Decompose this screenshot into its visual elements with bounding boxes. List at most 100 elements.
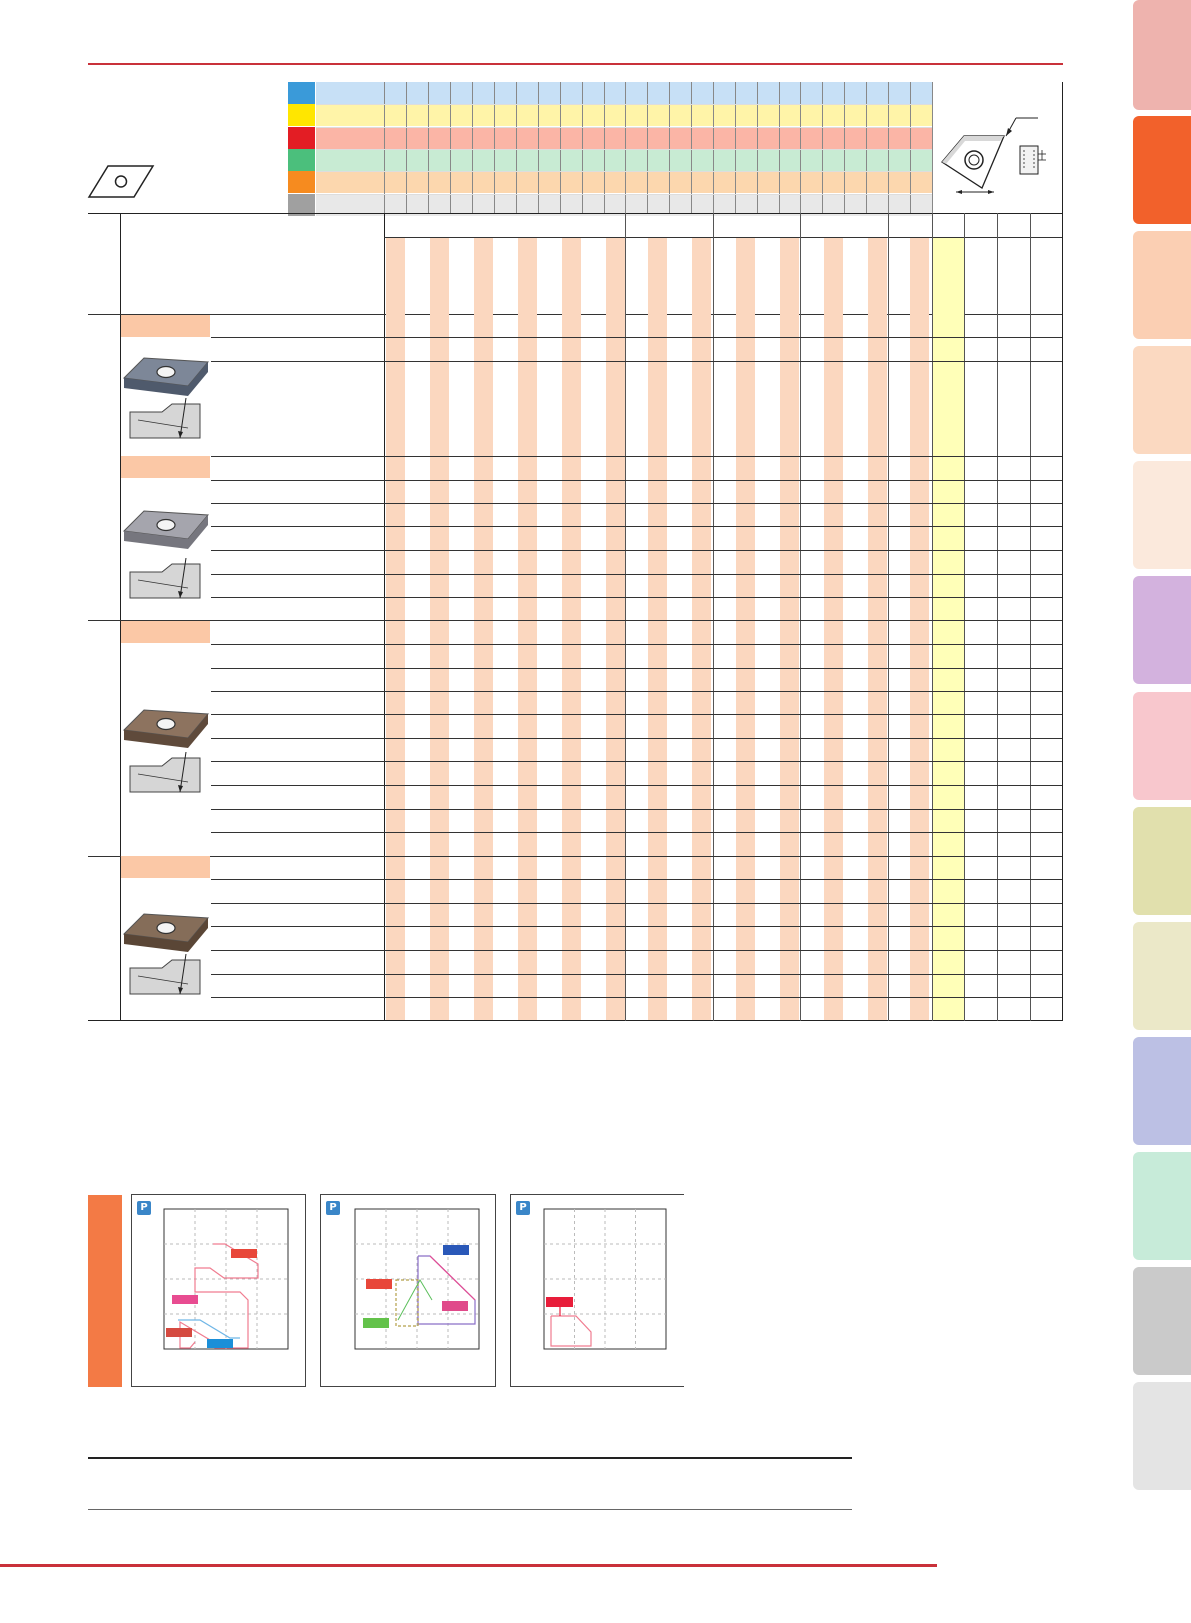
category-grid-line bbox=[669, 82, 670, 213]
chart-panel-1: P bbox=[131, 1194, 306, 1387]
insert-photo-icon bbox=[122, 510, 210, 549]
category-grid-line bbox=[538, 82, 539, 213]
table-row-line bbox=[211, 574, 1062, 575]
table-row-line bbox=[211, 714, 1062, 715]
grade-column-stripe bbox=[430, 238, 449, 1020]
footer-rule-1 bbox=[88, 1457, 852, 1459]
category-grid-line bbox=[428, 82, 429, 213]
section-tab[interactable] bbox=[1133, 922, 1191, 1030]
category-row-fill bbox=[316, 193, 932, 216]
grade-column-stripe bbox=[736, 238, 755, 1020]
category-swatch bbox=[288, 82, 315, 104]
grade-column-stripe bbox=[824, 238, 843, 1020]
table-row-line bbox=[211, 903, 1062, 904]
grade-column-stripe bbox=[910, 238, 929, 1020]
category-row-fill bbox=[316, 104, 932, 127]
category-grid-line bbox=[472, 82, 473, 213]
range-outline bbox=[429, 1255, 476, 1301]
category-grid-line bbox=[316, 126, 932, 128]
insert-dimension-diagram-icon bbox=[941, 117, 1046, 194]
range-tag bbox=[231, 1249, 257, 1258]
section-tab[interactable] bbox=[1133, 1037, 1191, 1145]
category-grid-line bbox=[384, 82, 385, 213]
range-outline bbox=[550, 1315, 592, 1347]
range-tag bbox=[172, 1295, 198, 1304]
range-tag bbox=[363, 1318, 389, 1328]
section-tab[interactable] bbox=[1133, 0, 1191, 110]
table-row-line bbox=[211, 974, 1062, 975]
section-tab[interactable] bbox=[1133, 461, 1191, 569]
chipbreaker-label bbox=[121, 856, 210, 878]
range-outline bbox=[417, 1255, 476, 1325]
grade-column-stripe bbox=[474, 238, 493, 1020]
grade-column-stripe bbox=[868, 238, 887, 1020]
table-divider bbox=[1062, 82, 1063, 1021]
category-grid-line bbox=[735, 82, 736, 213]
category-grid-line bbox=[316, 171, 932, 173]
header-bottom-line bbox=[120, 314, 1062, 315]
chipbreaker-label bbox=[121, 456, 210, 478]
category-swatch bbox=[288, 193, 315, 216]
category-grid-line bbox=[779, 82, 780, 213]
insert-photo-icon bbox=[122, 709, 210, 748]
grade-column-stripe bbox=[648, 238, 667, 1020]
grade-column-stripe bbox=[692, 238, 711, 1020]
category-swatch bbox=[288, 126, 315, 149]
table-row-line bbox=[211, 550, 1062, 551]
edge-profile-icon bbox=[129, 398, 201, 439]
bottom-accent-rule bbox=[0, 1564, 937, 1567]
category-grid-line bbox=[647, 82, 648, 213]
category-swatch bbox=[288, 104, 315, 127]
section-tab[interactable] bbox=[1133, 692, 1191, 800]
category-grid-line bbox=[450, 82, 451, 213]
table-row-line bbox=[211, 337, 1062, 338]
category-row-fill bbox=[316, 82, 932, 104]
table-row-line bbox=[211, 597, 1062, 598]
chart3-badge: P bbox=[516, 1201, 530, 1215]
range-tag bbox=[442, 1301, 468, 1311]
category-grid-line bbox=[910, 82, 911, 213]
category-grid-line bbox=[516, 82, 517, 213]
section-tab[interactable] bbox=[1133, 346, 1191, 454]
table-row-line bbox=[211, 456, 1062, 457]
section-tab[interactable] bbox=[1133, 1267, 1191, 1375]
category-swatch bbox=[288, 148, 315, 171]
table-row-line bbox=[211, 809, 1062, 810]
table-top-border bbox=[88, 213, 1063, 214]
section-tab[interactable] bbox=[1133, 231, 1191, 339]
category-grid-line bbox=[582, 82, 583, 213]
range-tag bbox=[166, 1328, 192, 1337]
table-row-line bbox=[211, 785, 1062, 786]
category-grid-line bbox=[691, 82, 692, 213]
section-tab[interactable] bbox=[1133, 116, 1191, 224]
table-row-line bbox=[211, 926, 1062, 927]
section-tab[interactable] bbox=[1133, 1152, 1191, 1260]
section-tab[interactable] bbox=[1133, 576, 1191, 684]
range-tag bbox=[546, 1297, 573, 1307]
table-row-line bbox=[211, 503, 1062, 504]
table-row-line bbox=[211, 879, 1062, 880]
chart-panel-2: P bbox=[320, 1194, 496, 1387]
range-outline bbox=[178, 1319, 240, 1339]
range-outline bbox=[397, 1278, 433, 1321]
category-row-fill bbox=[316, 126, 932, 149]
grade-column-stripe bbox=[562, 238, 581, 1020]
column-group-divider bbox=[997, 213, 998, 1021]
table-row-line bbox=[211, 668, 1062, 669]
category-row-fill bbox=[316, 171, 932, 194]
insert-photo-icon bbox=[122, 357, 210, 396]
chart-panel-3: P bbox=[510, 1194, 684, 1387]
section-tab[interactable] bbox=[1133, 807, 1191, 915]
category-grid-line bbox=[822, 82, 823, 213]
column-group-divider bbox=[713, 213, 714, 1021]
column-group-divider bbox=[964, 213, 965, 1021]
category-grid-line bbox=[800, 82, 801, 213]
insert-photo-icon bbox=[122, 913, 210, 952]
column-group-divider bbox=[888, 213, 889, 1021]
table-divider bbox=[384, 213, 385, 1021]
table-row-line bbox=[211, 361, 1062, 362]
table-row-line bbox=[211, 526, 1062, 527]
table-row-line bbox=[211, 644, 1062, 645]
subheader-line bbox=[384, 237, 1062, 238]
section-tab[interactable] bbox=[1133, 1382, 1191, 1490]
